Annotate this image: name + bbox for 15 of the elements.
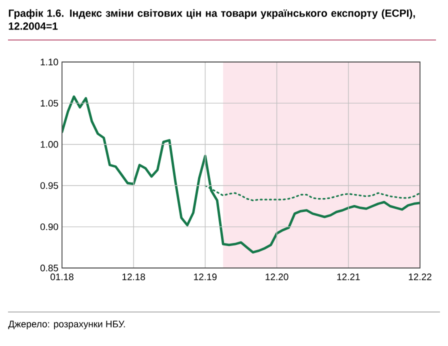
x-tick-label: 12.22 [408, 274, 432, 280]
x-tick-label: 12.18 [122, 274, 146, 280]
y-tick-label: 1.05 [40, 100, 58, 107]
y-tick-label: 0.90 [40, 223, 58, 230]
line-series [62, 95, 420, 254]
y-tick-label: 1.10 [40, 58, 58, 66]
y-tick-label: 0.85 [40, 264, 58, 272]
x-tick-label: 12.21 [337, 274, 360, 280]
x-tick-label: 01.18 [50, 274, 74, 280]
x-tick-label: 12.19 [194, 274, 217, 280]
y-tick-label: 0.95 [40, 182, 58, 189]
chart-title: Графік 1.6. Індекс зміни світових цін на товари українського експорту (ECPI), 12.2004=1 [8, 9, 415, 30]
x-tick-label: 12.20 [266, 274, 288, 280]
text: Джерело: розрахунки НБУ. [8, 320, 125, 330]
y-tick-label: 1.00 [40, 141, 58, 148]
